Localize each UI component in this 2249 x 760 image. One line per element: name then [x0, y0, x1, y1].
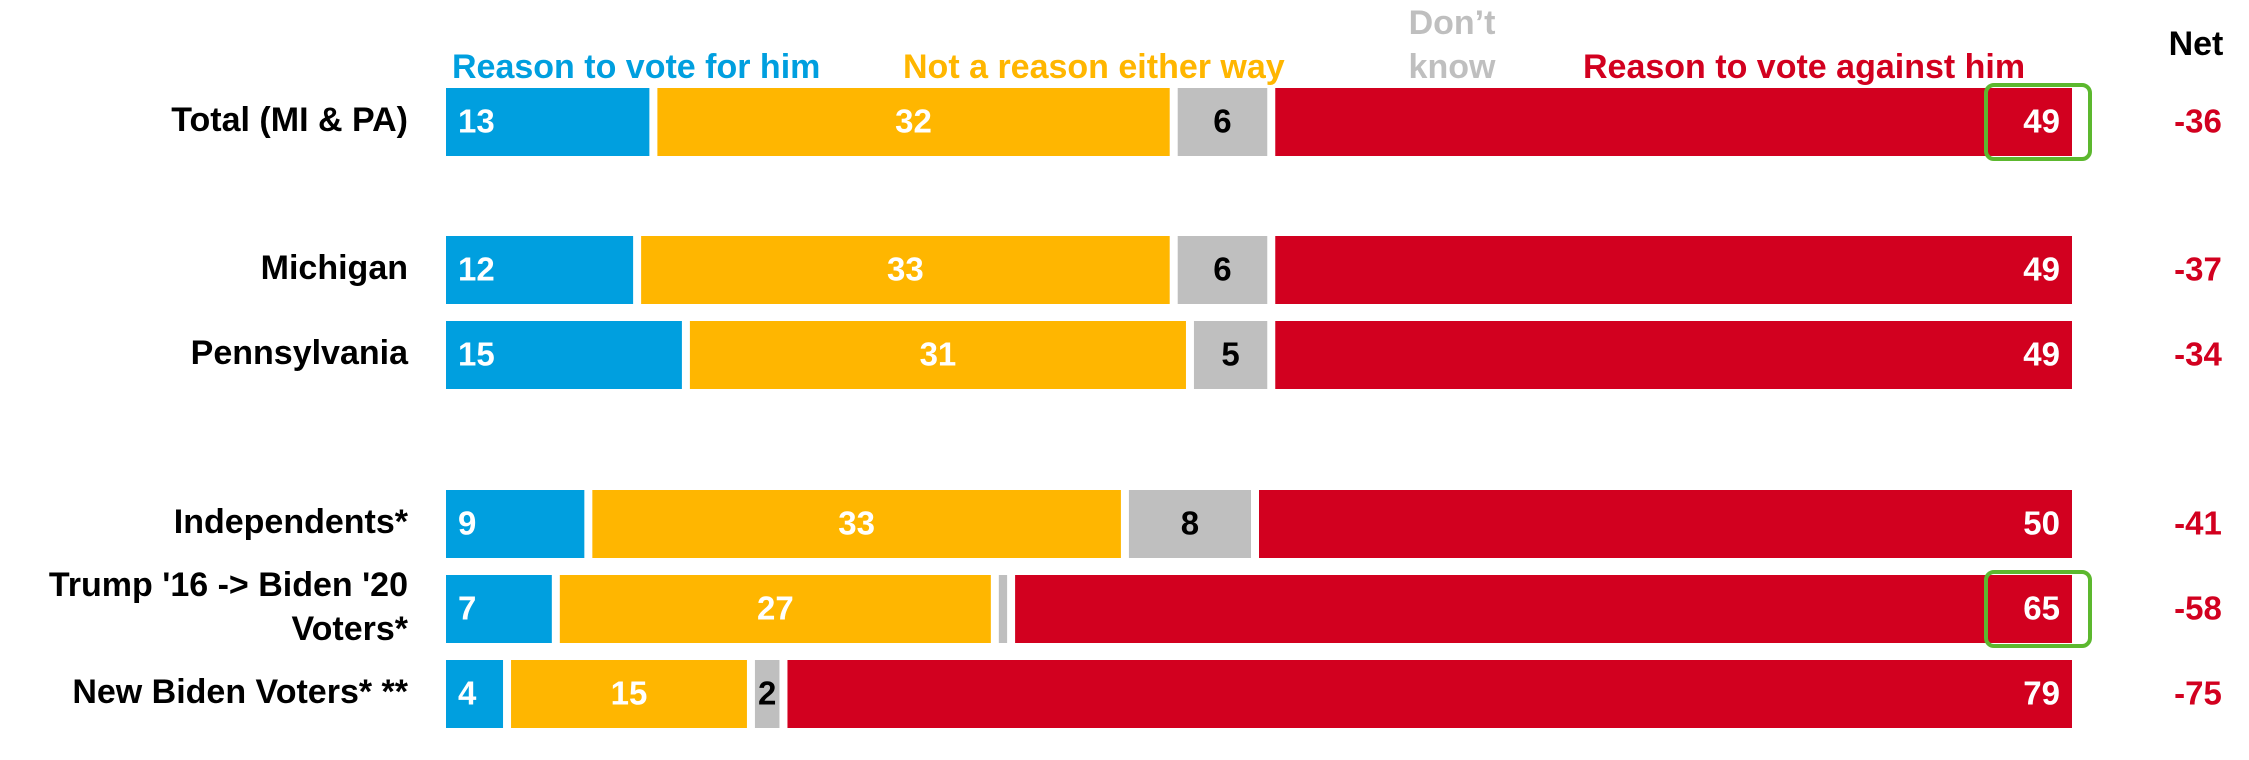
- bar-segment: [998, 575, 1008, 643]
- data-label: 49: [2023, 103, 2060, 140]
- bar-segment: [657, 88, 1170, 156]
- bar-segment: [1193, 321, 1268, 389]
- data-label: 8: [1181, 505, 1199, 542]
- row-label: Total (MI & PA): [171, 101, 408, 139]
- bar-segment: [446, 660, 504, 728]
- bar-segment: [689, 321, 1186, 389]
- row-label: Pennsylvania: [191, 334, 409, 372]
- bar-segment: [446, 236, 634, 304]
- bar-segment: [1015, 575, 2072, 643]
- legend-reason-against: Reason to vote against him: [1583, 48, 2025, 86]
- net-header: Net: [2169, 25, 2224, 63]
- net-value: -58: [2174, 590, 2222, 627]
- data-label: 79: [2023, 675, 2060, 712]
- bar-segment: [446, 490, 585, 558]
- legend-dont-know-line-1: Don’t: [1409, 4, 1496, 42]
- row-label-line-2: Voters*: [291, 610, 408, 648]
- net-value: -75: [2174, 675, 2222, 712]
- bar-segment: [1177, 236, 1268, 304]
- data-label: 33: [887, 251, 924, 288]
- bar-segment: [511, 660, 747, 728]
- net-value: -36: [2174, 103, 2222, 140]
- bar-segment: [787, 660, 2073, 728]
- data-label: 13: [458, 103, 495, 140]
- bar-segment: [1259, 490, 2072, 558]
- data-label: 27: [757, 590, 794, 627]
- data-label: 65: [2023, 590, 2060, 627]
- data-label: 7: [458, 590, 476, 627]
- bar-segment: [754, 660, 780, 728]
- row-label: Michigan: [261, 249, 408, 287]
- bar-segment: [1128, 490, 1251, 558]
- net-value: -37: [2174, 251, 2222, 288]
- data-label: 33: [838, 505, 875, 542]
- legend-not-a-reason: Not a reason either way: [903, 48, 1285, 86]
- bar-segment: [641, 236, 1170, 304]
- net-value: -41: [2174, 505, 2222, 542]
- data-label: 31: [920, 336, 957, 373]
- bar-segment: [1177, 88, 1268, 156]
- data-label: 2: [758, 675, 776, 712]
- data-label: 49: [2023, 251, 2060, 288]
- data-label: 9: [458, 505, 476, 542]
- bar-segment: [1275, 88, 2072, 156]
- bar-segment: [446, 575, 552, 643]
- data-label: 6: [1213, 251, 1231, 288]
- highlight-box: [1984, 83, 2092, 161]
- row-label-line-1: Trump '16 -> Biden '20: [49, 566, 408, 604]
- data-label: 6: [1213, 103, 1231, 140]
- data-label: 15: [458, 336, 495, 373]
- net-value: -34: [2174, 336, 2222, 373]
- bar-segment: [446, 321, 682, 389]
- highlight-box: [1984, 570, 2092, 648]
- data-label: 4: [458, 675, 477, 712]
- data-label: 15: [611, 675, 648, 712]
- bar-segment: [1275, 321, 2072, 389]
- row-label: New Biden Voters* **: [72, 673, 408, 711]
- legend-reason-for: Reason to vote for him: [452, 48, 820, 86]
- bar-segment: [592, 490, 1121, 558]
- data-label: 32: [895, 103, 932, 140]
- data-label: 12: [458, 251, 495, 288]
- data-label: 49: [2023, 336, 2060, 373]
- legend-dont-know-line-2: know: [1409, 48, 1496, 86]
- bar-segment: [446, 88, 650, 156]
- data-label: 5: [1221, 336, 1239, 373]
- data-label: 50: [2023, 505, 2060, 542]
- row-label: Independents*: [174, 503, 409, 541]
- bar-segment: [559, 575, 991, 643]
- bar-segment: [1275, 236, 2072, 304]
